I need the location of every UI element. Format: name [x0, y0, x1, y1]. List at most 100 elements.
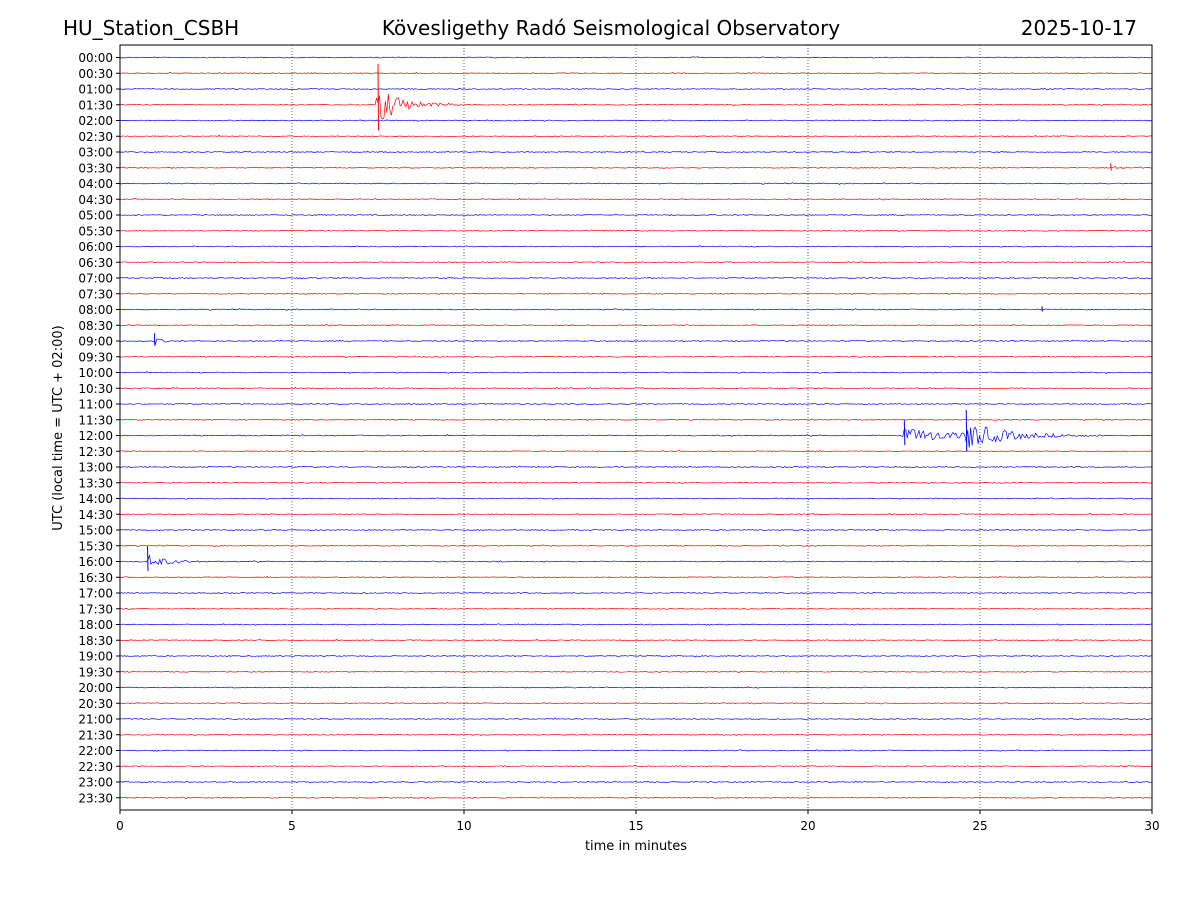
y-tick-label: 12:00: [78, 429, 113, 443]
trace-2000: [119, 686, 1153, 689]
y-tick-label: 18:00: [78, 618, 113, 632]
y-axis-label: UTC (local time = UTC + 02:00): [51, 325, 66, 530]
trace-0530: [119, 229, 1153, 233]
trace-0730: [119, 292, 1153, 295]
x-tick-label: 25: [972, 819, 987, 833]
y-tick-label: 05:00: [78, 209, 113, 223]
y-tick-label: 21:00: [78, 713, 113, 727]
trace-0200: [119, 119, 1153, 122]
y-tick-label: 23:30: [78, 791, 113, 805]
y-tick-label: 07:30: [78, 287, 113, 301]
event-spike-4: [903, 420, 906, 446]
y-tick-label: 11:00: [78, 398, 113, 412]
chart-title: Kövesligethy Radó Seismological Observat…: [382, 16, 840, 40]
trace-0400: [119, 182, 1153, 185]
trace-0030: [119, 71, 1153, 75]
trace-0130: [119, 93, 1153, 120]
trace-0800: [119, 308, 1153, 311]
y-tick-label: 07:00: [78, 272, 113, 286]
trace-0430: [119, 197, 1153, 201]
y-tick-label: 21:30: [78, 728, 113, 742]
grid-lines: [291, 45, 981, 810]
trace-0700: [119, 276, 1153, 280]
y-tick-label: 06:30: [78, 256, 113, 270]
trace-1430: [119, 513, 1153, 516]
x-tick-label: 20: [800, 819, 815, 833]
x-tick-label: 10: [456, 819, 471, 833]
trace-2200: [119, 749, 1153, 752]
trace-0930: [119, 355, 1153, 359]
trace-0830: [119, 324, 1153, 327]
y-tick-label: 00:00: [78, 51, 113, 65]
y-tick-label: 18:30: [78, 634, 113, 648]
trace-2330: [119, 796, 1153, 800]
trace-1200: [119, 426, 1153, 448]
seismic-traces: [119, 56, 1153, 800]
station-name: HU_Station_CSBH: [63, 16, 239, 40]
chart-date: 2025-10-17: [1021, 16, 1137, 40]
trace-1500: [119, 528, 1153, 532]
trace-1300: [119, 465, 1153, 469]
y-tick-label: 06:00: [78, 240, 113, 254]
trace-1730: [119, 607, 1153, 611]
trace-1330: [119, 481, 1153, 484]
trace-2300: [119, 780, 1153, 784]
trace-1900: [119, 654, 1153, 658]
trace-1030: [119, 386, 1153, 390]
event-spike-3: [1041, 306, 1043, 312]
y-tick-label: 22:30: [78, 760, 113, 774]
y-tick-label: 14:30: [78, 508, 113, 522]
seismic-events: [147, 63, 1112, 572]
x-tick-label: 0: [116, 819, 124, 833]
trace-1130: [119, 418, 1153, 422]
trace-0600: [119, 245, 1153, 248]
y-tick-label: 02:30: [78, 130, 113, 144]
trace-2230: [119, 764, 1153, 768]
y-tick-label: 09:30: [78, 350, 113, 364]
y-tick-label: 04:00: [78, 177, 113, 191]
y-tick-label: 16:30: [78, 571, 113, 585]
y-tick-label: 20:30: [78, 697, 113, 711]
event-spike-2: [153, 333, 156, 346]
trace-0900: [119, 338, 1153, 346]
trace-1400: [119, 497, 1153, 500]
trace-0000: [119, 56, 1153, 59]
x-tick-label: 5: [288, 819, 296, 833]
y-tick-label: 00:30: [78, 67, 113, 81]
trace-1530: [120, 544, 1153, 548]
y-tick-label: 01:00: [78, 83, 113, 97]
y-tick-label: 13:30: [78, 476, 113, 490]
y-tick-label: 09:00: [78, 335, 113, 349]
y-tick-label: 15:30: [78, 539, 113, 553]
trace-0500: [119, 213, 1153, 217]
trace-2100: [119, 717, 1153, 721]
y-tick-label: 01:30: [78, 98, 113, 112]
y-tick-label: 20:00: [78, 681, 113, 695]
y-tick-label: 12:30: [78, 445, 113, 459]
trace-2130: [119, 733, 1153, 737]
y-tick-label: 05:30: [78, 224, 113, 238]
y-tick-label: 15:00: [78, 524, 113, 538]
y-tick-label: 22:00: [78, 744, 113, 758]
event-spike-1: [1110, 163, 1112, 171]
y-tick-label: 19:30: [78, 665, 113, 679]
y-tick-label: 08:30: [78, 319, 113, 333]
y-tick-label: 10:30: [78, 382, 113, 396]
y-tick-label: 13:00: [78, 461, 113, 475]
x-axis: 0 5 10 15 20 25 30: [116, 810, 1160, 833]
event-spike-5: [965, 409, 968, 452]
y-tick-label: 04:30: [78, 193, 113, 207]
y-tick-label: 19:00: [78, 650, 113, 664]
y-tick-label: 08:00: [78, 303, 113, 317]
trace-1800: [119, 623, 1153, 626]
y-tick-label: 10:00: [78, 366, 113, 380]
y-tick-label: 23:00: [78, 776, 113, 790]
y-tick-label: 02:00: [78, 114, 113, 128]
trace-1930: [119, 670, 1153, 674]
event-spike-6: [147, 546, 149, 572]
trace-0330: [119, 165, 1153, 170]
event-spike-0: [377, 63, 379, 131]
trace-1700: [119, 591, 1153, 595]
